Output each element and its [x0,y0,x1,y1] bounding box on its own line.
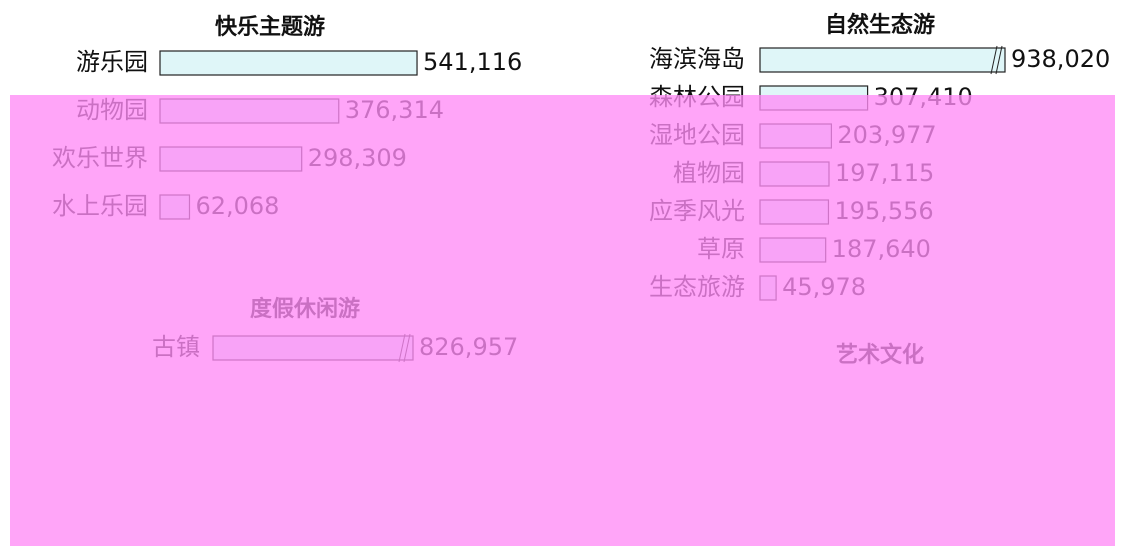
axis-break [990,45,998,75]
overlay [10,95,1115,546]
panel-title: 快乐主题游 [215,14,325,40]
axis-break [995,45,1003,75]
value-label: 541,116 [423,48,522,76]
category-label: 海滨海岛 [649,45,745,73]
bar [759,47,1006,73]
category-label: 游乐园 [76,48,148,76]
value-label: 938,020 [1011,45,1110,73]
panel-title: 自然生态游 [825,12,935,38]
bar [159,50,418,76]
